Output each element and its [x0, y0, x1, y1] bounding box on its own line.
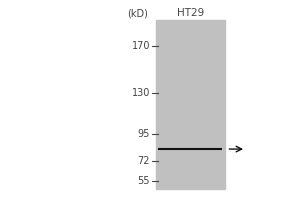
Text: 170: 170 — [131, 41, 150, 51]
Text: 95: 95 — [138, 129, 150, 139]
Text: HT29: HT29 — [177, 8, 204, 18]
Text: (kD): (kD) — [128, 8, 148, 18]
Text: 55: 55 — [137, 176, 150, 186]
Bar — [156, 20, 225, 189]
Text: 72: 72 — [137, 156, 150, 166]
Text: 130: 130 — [132, 88, 150, 98]
